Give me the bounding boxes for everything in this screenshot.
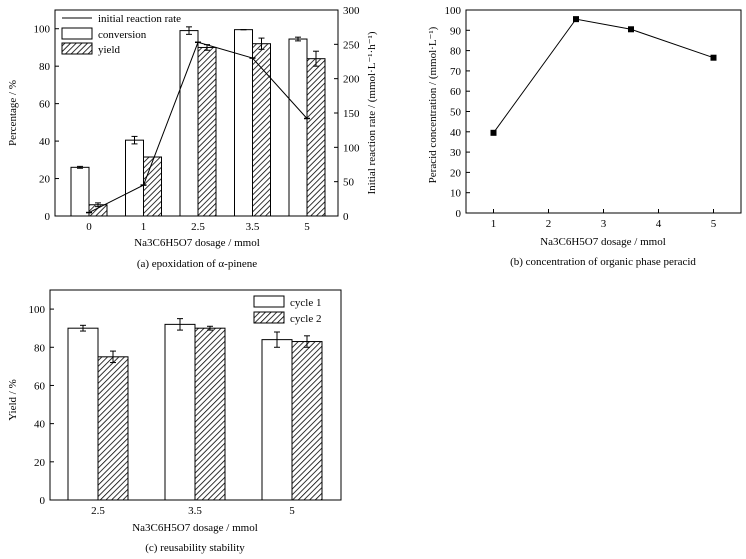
chart-b-y-tick-label: 90 [450, 25, 462, 37]
bar-cycle-2-3.5 [194, 327, 226, 501]
chart-a-y2label: Initial reaction rate / (mmol·L⁻¹·h⁻¹) [366, 31, 378, 194]
chart-a-y2-tick-label: 150 [343, 108, 360, 120]
point-peracid-3.5 [628, 26, 634, 33]
chart-a-y2-tick-label: 250 [343, 39, 360, 51]
chart-a: 0 20 40 60 80 100 0 50 100 150 200 250 300 0 1 2.5 3.5… [7, 5, 378, 270]
bar-cycle-2-5 [291, 341, 323, 501]
chart-a-xlabel: Na3C6H5O7 dosage / mmol [134, 237, 260, 249]
chart-c-y-tick-label: 40 [34, 419, 46, 431]
point-peracid-5 [710, 54, 717, 61]
chart-b-y-tick-label: 70 [450, 66, 462, 78]
x-tick-label: 3.5 [246, 221, 260, 233]
chart-b-caption: (b) concentration of organic phase perac… [510, 256, 696, 268]
chart-b-xlabel: Na3C6H5O7 dosage / mmol [540, 236, 666, 248]
chart-b-y-tick-label: 60 [450, 86, 462, 98]
chart-a-caption: (a) epoxidation of α-pinene [137, 258, 257, 270]
legend-yield-swatch [61, 42, 93, 55]
chart-c-y-tick-label: 100 [29, 304, 46, 316]
x-tick-label: 3.5 [188, 505, 202, 517]
chart-c-y-tick-label: 80 [34, 342, 46, 354]
chart-c-xlabel: Na3C6H5O7 dosage / mmol [132, 522, 258, 534]
chart-c-y-tick-label: 60 [34, 380, 46, 392]
bar-cycle-2-2.5 [97, 356, 129, 501]
x-tick-label: 2.5 [191, 221, 205, 233]
chart-a-y2-tick-label: 100 [343, 142, 360, 154]
bar-cycle-1-5 [261, 339, 293, 501]
x-tick-label: 5 [289, 505, 295, 517]
chart-a-y2-tick-label: 0 [343, 211, 349, 223]
x-tick-label: 1 [141, 221, 147, 233]
chart-a-y-tick-label: 60 [39, 99, 51, 111]
bar-cycle-1-3.5 [164, 323, 196, 501]
bar-yield-3.5 [252, 43, 271, 217]
x-tick-label: 0 [86, 221, 92, 233]
point-peracid-2.5 [573, 16, 579, 23]
chart-a-y-tick-label: 100 [34, 24, 51, 36]
chart-c-y-tick-label: 20 [34, 457, 46, 469]
chart-a-y-tick-label: 40 [39, 136, 51, 148]
chart-b-y-tick-label: 50 [450, 107, 462, 119]
point-peracid-1 [490, 129, 497, 136]
chart-b-y-tick-label: 30 [450, 147, 462, 159]
chart-b-x-tick-label: 3 [601, 218, 607, 230]
bar-conversion-2.5 [179, 30, 199, 217]
legend-cycle1-swatch [253, 295, 285, 308]
chart-b-frame [465, 9, 742, 214]
chart-a-y2-tick-label: 200 [343, 74, 360, 86]
chart-b-y-tick-label: 20 [450, 167, 462, 179]
bar-yield-1 [143, 156, 162, 217]
chart-c-legend: cycle 1 cycle 2 [253, 295, 321, 325]
chart-b-x-tick-label: 5 [711, 218, 717, 230]
chart-b-y-tick-label: 40 [450, 127, 462, 139]
legend-label-cycle1: cycle 1 [290, 297, 321, 309]
bar-yield-5 [306, 58, 326, 217]
chart-c-caption: (c) reusability stability [145, 542, 245, 554]
chart-b-y-tick-label: 80 [450, 46, 462, 58]
bar-conversion-5 [288, 38, 308, 217]
chart-b-ylabel: Peracid concentration / (mmol·L⁻¹) [427, 26, 439, 183]
legend-cycle2-swatch [253, 311, 285, 324]
bar-conversion-1 [125, 139, 144, 217]
legend-label-rate: initial reaction rate [98, 13, 181, 25]
chart-a-legend: initial reaction rate conversion yield [61, 13, 181, 56]
chart-b-y-tick-label: 10 [450, 188, 462, 200]
chart-b-x-tick-label: 1 [491, 218, 497, 230]
chart-b-y-tick-label: 100 [445, 5, 462, 17]
legend-label-cycle2: cycle 2 [290, 313, 321, 325]
legend-conversion-swatch [61, 27, 93, 40]
chart-a-y2-tick-label: 50 [343, 177, 355, 189]
chart-a-y2-tick-label: 300 [343, 5, 360, 17]
chart-a-y-tick-label: 0 [45, 211, 51, 223]
bar-yield-2.5 [197, 46, 217, 217]
chart-b: 0 10 20 30 40 50 60 70 80 90 100 1 2 3 4 5 Peracid con… [427, 5, 742, 268]
series-line-peracid [493, 18, 714, 134]
x-tick-label: 2.5 [91, 505, 105, 517]
chart-b-x-tick-label: 2 [546, 218, 552, 230]
chart-c-y-tick-label: 0 [40, 495, 46, 507]
chart-a-ylabel: Percentage / % [7, 80, 19, 146]
chart-a-y-tick-label: 20 [39, 174, 51, 186]
chart-c-ylabel: Yield / % [7, 379, 19, 421]
chart-c: 0 20 40 60 80 100 2.5 3.5 5 Yield / % Na3C6H5O7… [7, 289, 342, 554]
chart-b-x-tick-label: 4 [656, 218, 662, 230]
x-tick-label: 5 [304, 221, 310, 233]
chart-a-y-tick-label: 80 [39, 61, 51, 73]
bar-conversion-0 [70, 166, 90, 217]
bar-cycle-1-2.5 [67, 327, 99, 501]
chart-b-y-tick-label: 0 [456, 208, 462, 220]
legend-label-conversion: conversion [98, 29, 147, 41]
legend-label-yield: yield [98, 44, 120, 56]
